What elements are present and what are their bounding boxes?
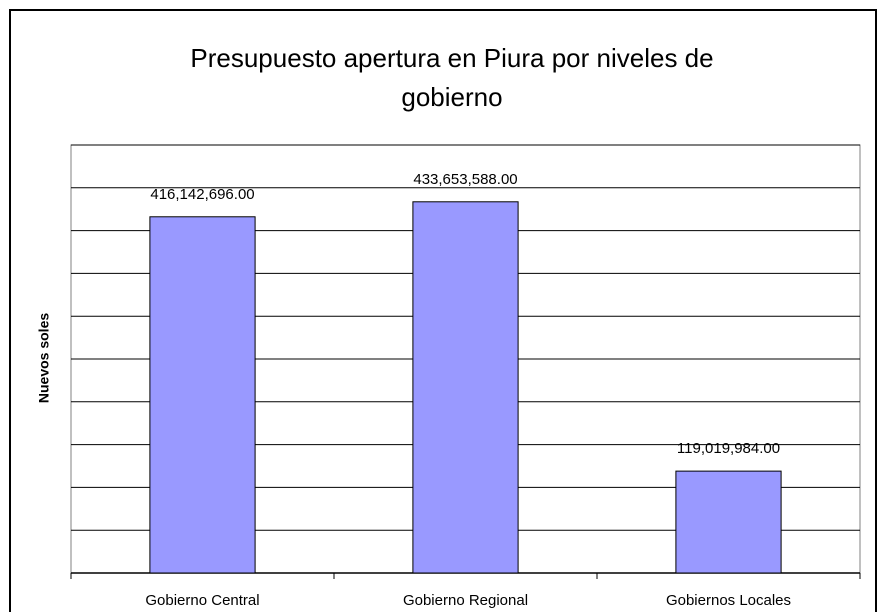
x-tick-label: Gobierno Regional: [403, 592, 528, 609]
y-axis-label: Nuevos soles: [36, 313, 52, 403]
x-tick-label: Gobierno Central: [145, 592, 259, 609]
data-label: 416,142,696.00: [150, 186, 254, 203]
chart-title: gobierno: [401, 82, 502, 112]
x-tick-label: Gobiernos Locales: [666, 592, 791, 609]
bar: [675, 470, 782, 574]
data-label: 433,653,588.00: [413, 171, 517, 188]
data-label: 119,019,984.00: [677, 440, 780, 457]
bar: [412, 201, 519, 574]
chart-title: Presupuesto apertura en Piura por nivele…: [190, 43, 713, 73]
bar: [149, 216, 256, 574]
